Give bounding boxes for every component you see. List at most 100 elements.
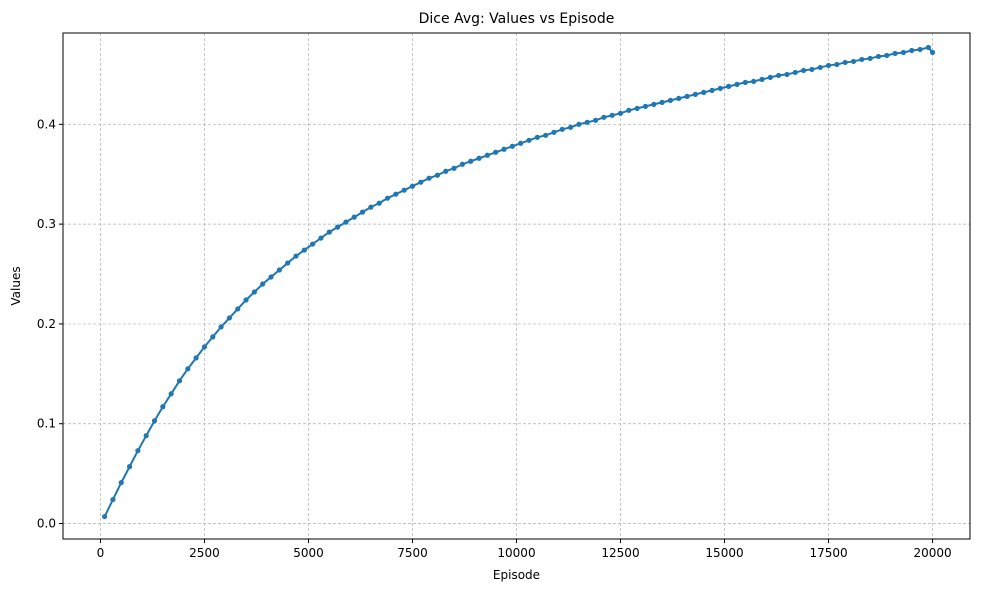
data-point <box>626 107 632 113</box>
x-tick-label: 5000 <box>293 546 324 560</box>
data-point <box>884 52 890 59</box>
data-point <box>493 149 499 155</box>
data-point <box>592 117 599 123</box>
x-axis-label: Episode <box>493 568 540 582</box>
data-point <box>418 179 424 185</box>
data-point <box>476 155 482 161</box>
data-point <box>709 87 715 93</box>
data-point <box>584 119 590 125</box>
data-point <box>201 344 208 350</box>
data-point <box>817 64 823 71</box>
data-point <box>368 204 374 210</box>
data-point <box>393 191 399 197</box>
series-layer <box>102 44 936 520</box>
data-point <box>102 513 108 520</box>
data-point <box>426 175 432 181</box>
data-point <box>784 71 790 78</box>
x-tick-label: 17500 <box>809 546 847 560</box>
data-point <box>484 152 490 158</box>
y-tick-label: 0.4 <box>37 117 56 131</box>
data-point <box>168 391 174 397</box>
data-point <box>343 219 349 225</box>
data-point <box>659 99 665 105</box>
data-point <box>110 496 116 503</box>
data-point <box>909 47 915 54</box>
data-point <box>800 67 807 74</box>
data-point <box>268 274 274 280</box>
data-point <box>276 267 282 273</box>
data-point <box>867 55 873 62</box>
y-tick-label: 0.2 <box>37 317 56 331</box>
data-point <box>193 355 199 361</box>
data-point <box>726 83 732 89</box>
data-point <box>518 140 524 146</box>
data-point <box>925 44 931 51</box>
data-point <box>459 161 466 167</box>
data-point <box>401 187 407 193</box>
data-point <box>892 50 898 57</box>
x-tick-label: 2500 <box>189 546 220 560</box>
data-point <box>701 89 707 95</box>
data-point <box>226 315 233 321</box>
chart-title: Dice Avg: Values vs Episode <box>419 11 615 27</box>
data-point <box>135 448 141 454</box>
data-point <box>384 195 391 201</box>
data-point <box>742 79 748 86</box>
data-point <box>676 95 682 101</box>
data-point <box>434 172 441 178</box>
data-point <box>825 62 832 69</box>
data-point <box>126 464 133 470</box>
data-point <box>301 247 307 253</box>
data-point <box>601 114 607 120</box>
data-point <box>859 56 865 63</box>
data-point <box>443 168 449 174</box>
data-point <box>509 143 515 149</box>
data-point <box>534 134 540 140</box>
data-point <box>717 85 723 91</box>
data-point <box>218 324 224 330</box>
data-point <box>576 121 582 127</box>
data-point <box>151 418 158 424</box>
data-point <box>409 183 416 189</box>
data-point <box>667 97 674 103</box>
data-point <box>684 93 690 99</box>
x-tick-label: 0 <box>97 546 105 560</box>
data-point <box>118 480 124 486</box>
data-point <box>609 112 615 118</box>
data-point <box>917 46 923 53</box>
data-point <box>143 433 149 439</box>
data-point <box>326 229 332 235</box>
data-point <box>692 91 699 97</box>
data-point <box>759 76 765 83</box>
data-point <box>875 53 882 60</box>
data-point <box>651 101 657 107</box>
data-point <box>642 103 649 109</box>
x-tick-label: 12500 <box>601 546 639 560</box>
data-point <box>929 49 936 56</box>
data-point <box>451 165 457 171</box>
data-point <box>285 260 291 266</box>
data-point <box>834 61 840 68</box>
data-point <box>501 146 507 152</box>
data-point <box>210 334 216 340</box>
data-point <box>543 132 549 138</box>
data-point <box>160 404 166 410</box>
data-point <box>551 129 557 135</box>
data-point <box>235 306 241 312</box>
data-point <box>351 214 357 220</box>
data-point <box>900 49 907 56</box>
data-point <box>526 137 532 143</box>
data-point <box>734 81 740 87</box>
y-tick-label: 0.3 <box>37 217 56 231</box>
data-point <box>767 74 773 81</box>
x-tick-label: 20000 <box>913 546 951 560</box>
y-tick-label: 0.1 <box>37 417 56 431</box>
data-point <box>185 366 191 372</box>
x-tick-label: 10000 <box>497 546 535 560</box>
ticks: 0 2500 5000 7500 10000 12500 15000 17500 20000 0.… <box>37 117 952 560</box>
data-point <box>243 297 249 303</box>
data-point <box>318 235 324 241</box>
data-point <box>310 241 316 247</box>
data-point <box>842 59 848 66</box>
